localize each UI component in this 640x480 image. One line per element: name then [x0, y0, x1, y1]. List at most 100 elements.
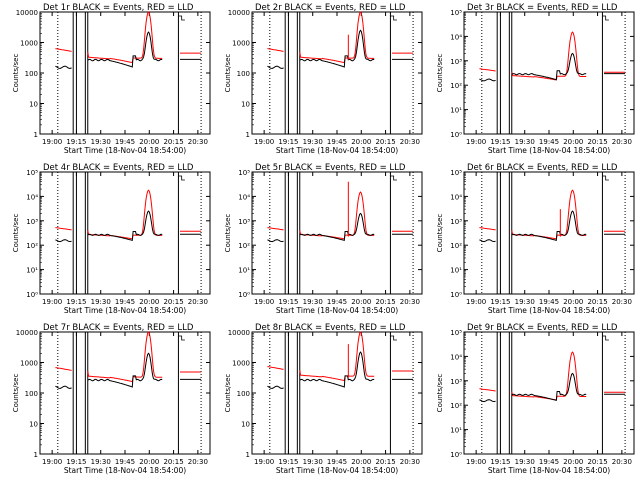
y-tick-label: 10: [29, 421, 38, 429]
x-axis-label: Start Time (18-Nov-04 18:54:00): [276, 466, 398, 475]
x-tick-label: 19:45: [115, 458, 135, 466]
y-tick-label: 10²: [450, 242, 462, 250]
x-tick-label: 20:15: [375, 458, 395, 466]
x-tick-label: 19:00: [254, 458, 274, 466]
x-tick-label: 19:00: [42, 458, 62, 466]
interval-flag: [178, 15, 185, 21]
y-tick-label: 10³: [26, 218, 38, 226]
y-tick-label: 10000: [228, 329, 250, 337]
chart-title: Det 6r BLACK = Events, RED = LLD: [467, 163, 618, 173]
y-axis-label: Counts/sec: [224, 214, 232, 253]
lld-series-line: [267, 227, 284, 231]
x-tick-label: 20:00: [563, 138, 583, 146]
chart-panel-5: Det 5r BLACK = Events, RED = LLD 10⁰ 10¹ 10…: [224, 163, 423, 315]
x-tick-label: 20:00: [139, 458, 159, 466]
y-tick-label: 10⁰: [26, 291, 38, 299]
y-tick-label: 1000: [20, 360, 38, 368]
x-tick-label: 19:00: [466, 298, 486, 306]
x-tick-label: 20:15: [163, 138, 183, 146]
events-series-line: [55, 385, 72, 390]
y-tick-label: 100: [25, 390, 38, 398]
lld-series-line: [511, 189, 587, 240]
y-axis-label: Counts/sec: [436, 54, 444, 93]
y-tick-label: 10⁵: [450, 9, 462, 17]
y-tick-label: 10⁴: [450, 33, 462, 41]
y-tick-label: 10¹: [238, 267, 250, 275]
chart-panel-9: Det 9r BLACK = Events, RED = LLD 10⁰ 10¹ 10…: [436, 323, 635, 475]
x-tick-label: 20:30: [188, 458, 208, 466]
y-axis-label: Counts/sec: [12, 374, 20, 413]
x-axis-label: Start Time (18-Nov-04 18:54:00): [64, 466, 186, 475]
x-tick-label: 19:00: [466, 458, 486, 466]
x-axis-label: Start Time (18-Nov-04 18:54:00): [64, 146, 186, 155]
events-series-line: [299, 351, 375, 388]
x-tick-label: 19:15: [490, 298, 510, 306]
events-series-line: [267, 385, 284, 390]
plot-frame: [463, 11, 635, 135]
x-tick-label: 20:15: [163, 298, 183, 306]
x-tick-label: 19:45: [115, 138, 135, 146]
chart-title: Det 5r BLACK = Events, RED = LLD: [255, 163, 406, 173]
y-tick-label: 10⁴: [26, 193, 38, 201]
lld-series-line: [299, 11, 375, 64]
y-axis-label: Counts/sec: [12, 214, 20, 253]
x-axis-label: Start Time (18-Nov-04 18:54:00): [64, 306, 186, 315]
y-tick-label: 10000: [16, 329, 38, 337]
lld-series-line: [299, 331, 375, 382]
plot-frame: [251, 171, 423, 295]
x-tick-label: 19:15: [66, 138, 86, 146]
y-tick-label: 10: [241, 101, 250, 109]
lld-series-line: [299, 191, 375, 240]
y-tick-label: 10²: [26, 242, 38, 250]
x-tick-label: 20:00: [351, 138, 371, 146]
x-tick-label: 20:30: [612, 458, 632, 466]
lld-series-line: [87, 331, 163, 383]
x-tick-label: 19:45: [327, 298, 347, 306]
lld-series-line: [55, 367, 72, 371]
x-tick-label: 19:00: [254, 298, 274, 306]
plot-frame: [251, 11, 423, 135]
plot-frame: [463, 331, 635, 455]
x-tick-label: 20:15: [587, 138, 607, 146]
interval-flag: [602, 335, 609, 341]
y-axis-label: Counts/sec: [224, 374, 232, 413]
y-tick-label: 10⁵: [238, 169, 250, 177]
y-tick-label: 10³: [450, 218, 462, 226]
events-series-line: [267, 239, 284, 243]
lld-series-line: [511, 31, 587, 81]
x-tick-label: 20:00: [563, 298, 583, 306]
x-tick-label: 19:45: [539, 138, 559, 146]
chart-title: Det 7r BLACK = Events, RED = LLD: [43, 323, 194, 333]
x-tick-label: 19:15: [66, 458, 86, 466]
x-axis-label: Start Time (18-Nov-04 18:54:00): [276, 146, 398, 155]
events-series-line: [87, 352, 163, 388]
x-tick-label: 20:15: [375, 138, 395, 146]
x-tick-label: 20:00: [351, 298, 371, 306]
interval-flag: [178, 175, 185, 181]
x-tick-label: 19:30: [303, 458, 323, 466]
y-tick-label: 10⁰: [450, 131, 462, 139]
x-tick-label: 19:00: [254, 138, 274, 146]
lld-series-line: [267, 366, 284, 370]
y-axis-label: Counts/sec: [436, 214, 444, 253]
y-tick-label: 10: [241, 421, 250, 429]
chart-title: Det 1r BLACK = Events, RED = LLD: [43, 3, 194, 13]
y-tick-label: 10²: [238, 242, 250, 250]
x-tick-label: 19:30: [303, 298, 323, 306]
y-tick-label: 10⁰: [450, 451, 462, 459]
y-tick-label: 10³: [450, 58, 462, 66]
x-tick-label: 19:45: [539, 458, 559, 466]
chart-title: Det 8r BLACK = Events, RED = LLD: [255, 323, 406, 333]
y-tick-label: 10⁴: [450, 193, 462, 201]
x-tick-label: 19:00: [42, 298, 62, 306]
events-series-line: [479, 239, 496, 243]
interval-flag: [390, 15, 397, 21]
y-tick-label: 10¹: [26, 267, 38, 275]
events-series-line: [87, 210, 163, 242]
events-series-line: [479, 399, 496, 403]
y-tick-label: 10⁴: [450, 353, 462, 361]
x-tick-label: 20:30: [188, 138, 208, 146]
y-tick-label: 100: [237, 70, 250, 78]
plot-frame: [251, 331, 423, 455]
x-tick-label: 19:15: [490, 138, 510, 146]
